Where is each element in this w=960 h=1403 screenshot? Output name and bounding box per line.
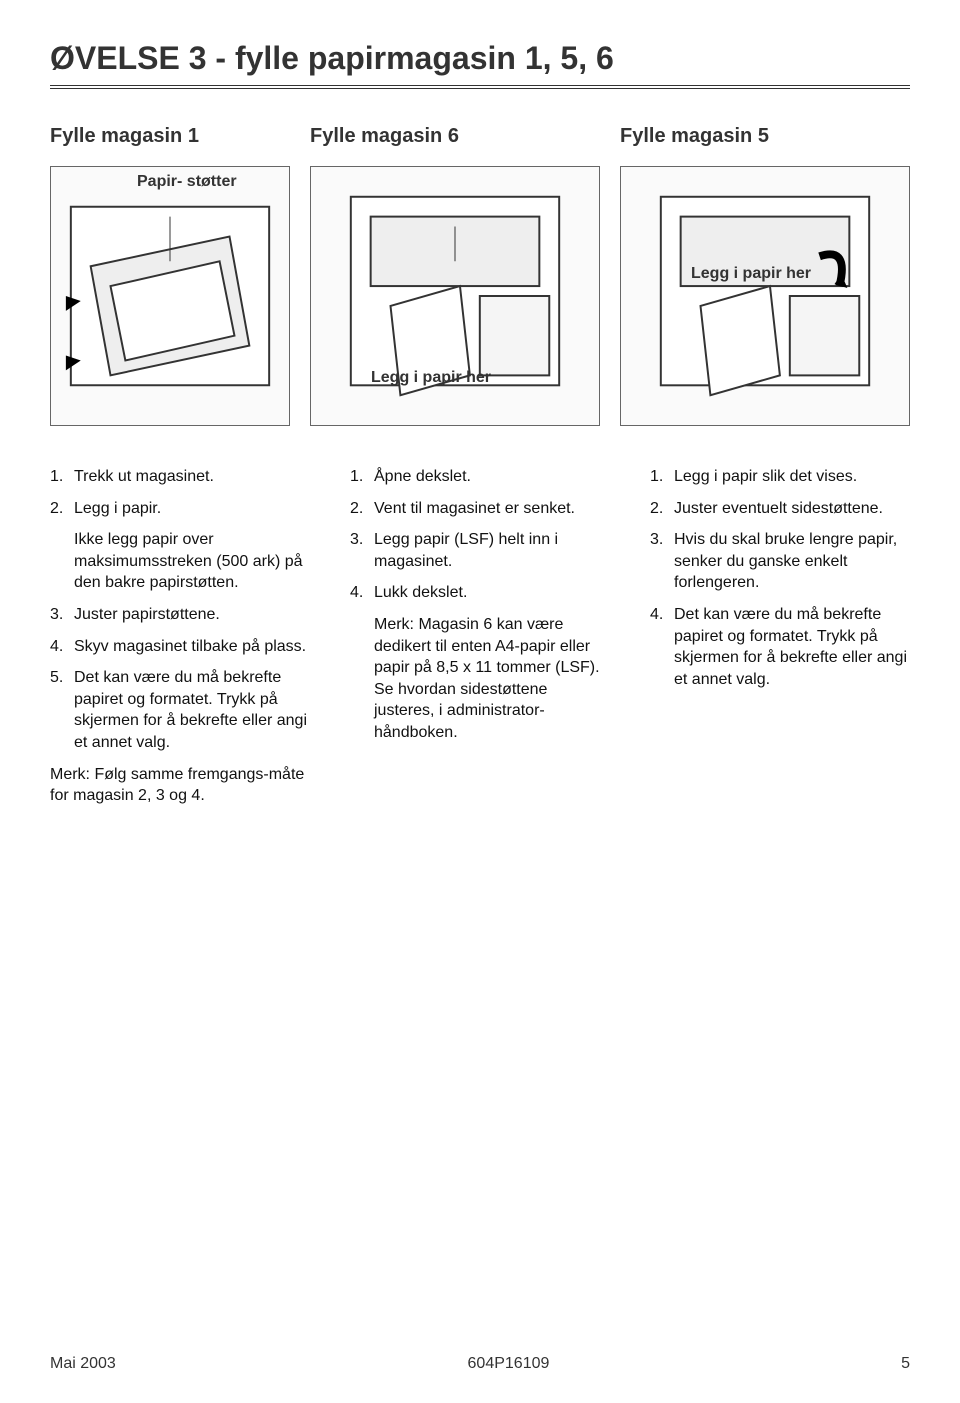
list-item: 2.Legg i papir.	[50, 498, 310, 520]
item-text: Juster eventuelt sidestøttene.	[674, 498, 910, 520]
item-number: 4.	[50, 636, 74, 658]
item-text: Legg i papir slik det vises.	[674, 466, 910, 488]
item-number: 5.	[50, 667, 74, 753]
col3-list: 1.Legg i papir slik det vises. 2.Juster …	[650, 466, 910, 690]
item-number	[50, 529, 74, 594]
diagram-tray1: Fylle magasin 1 Papir- støtter	[50, 125, 290, 426]
diagram-1-label: Fylle magasin 1	[50, 125, 290, 148]
item-number: 1.	[350, 466, 374, 488]
diagram-2-label: Fylle magasin 6	[310, 125, 600, 148]
item-number: 4.	[350, 582, 374, 604]
item-number: 2.	[50, 498, 74, 520]
item-text: Åpne dekslet.	[374, 466, 610, 488]
list-item: 4.Lukk dekslet.	[350, 582, 610, 604]
title-rule	[50, 85, 910, 89]
item-text: Hvis du skal bruke lengre papir, senker …	[674, 529, 910, 594]
callout-paper-guides: Papir- støtter	[137, 173, 237, 191]
footer-date: Mai 2003	[50, 1355, 116, 1373]
diagram-tray6: Fylle magasin 6 Legg i papir her	[310, 125, 600, 426]
item-text: Skyv magasinet tilbake på plass.	[74, 636, 310, 658]
item-number	[350, 614, 374, 744]
page-footer: Mai 2003 604P16109 5	[50, 1355, 910, 1373]
column-2: 1.Åpne dekslet. 2.Vent til magasinet er …	[350, 466, 610, 817]
item-number: 2.	[350, 498, 374, 520]
column-1: 1.Trekk ut magasinet. 2.Legg i papir. Ik…	[50, 466, 310, 817]
footer-docnum: 604P16109	[468, 1355, 550, 1373]
tray-drawer-icon	[51, 167, 289, 425]
callout-insert-paper-5: Legg i papir her	[691, 265, 811, 283]
diagram-3-illustration: Legg i papir her	[620, 166, 910, 426]
list-item: 4.Det kan være du må bekrefte papiret og…	[650, 604, 910, 690]
list-item: 2.Juster eventuelt sidestøttene.	[650, 498, 910, 520]
item-text: Ikke legg papir over maksimumsstreken (5…	[74, 529, 310, 594]
callout-insert-paper-6: Legg i papir her	[371, 369, 491, 387]
col1-note: Merk: Følg samme fremgangs-måte for maga…	[50, 764, 310, 807]
item-text: Juster papirstøttene.	[74, 604, 310, 626]
item-text: Det kan være du må bekrefte papiret og f…	[74, 667, 310, 753]
item-text: Trekk ut magasinet.	[74, 466, 310, 488]
item-number: 1.	[650, 466, 674, 488]
list-item: 2.Vent til magasinet er senket.	[350, 498, 610, 520]
item-number: 3.	[350, 529, 374, 572]
diagrams-row: Fylle magasin 1 Papir- støtter Fylle mag…	[50, 125, 910, 426]
list-item: 1.Trekk ut magasinet.	[50, 466, 310, 488]
printer-bypass-icon	[621, 167, 909, 425]
list-item: 1.Åpne dekslet.	[350, 466, 610, 488]
diagram-1-illustration: Papir- støtter	[50, 166, 290, 426]
item-text: Lukk dekslet.	[374, 582, 610, 604]
item-number: 4.	[650, 604, 674, 690]
list-item: 3.Legg papir (LSF) helt inn i magasinet.	[350, 529, 610, 572]
list-item: 5.Det kan være du må bekrefte papiret og…	[50, 667, 310, 753]
page-title: ØVELSE 3 - fylle papirmagasin 1, 5, 6	[50, 40, 910, 77]
instruction-columns: 1.Trekk ut magasinet. 2.Legg i papir. Ik…	[50, 466, 910, 817]
list-item: Merk: Magasin 6 kan være dedikert til en…	[350, 614, 610, 744]
item-number: 3.	[650, 529, 674, 594]
item-text: Det kan være du må bekrefte papiret og f…	[674, 604, 910, 690]
item-number: 2.	[650, 498, 674, 520]
list-item: 4.Skyv magasinet tilbake på plass.	[50, 636, 310, 658]
footer-pagenum: 5	[901, 1355, 910, 1373]
diagram-tray5: Fylle magasin 5 Legg i papir her	[620, 125, 910, 426]
col2-list: 1.Åpne dekslet. 2.Vent til magasinet er …	[350, 466, 610, 744]
diagram-2-illustration: Legg i papir her	[310, 166, 600, 426]
item-text: Merk: Magasin 6 kan være dedikert til en…	[374, 614, 610, 744]
item-text: Vent til magasinet er senket.	[374, 498, 610, 520]
item-number: 1.	[50, 466, 74, 488]
list-item: 3.Juster papirstøttene.	[50, 604, 310, 626]
column-3: 1.Legg i papir slik det vises. 2.Juster …	[650, 466, 910, 817]
item-number: 3.	[50, 604, 74, 626]
list-item: Ikke legg papir over maksimumsstreken (5…	[50, 529, 310, 594]
col1-list: 1.Trekk ut magasinet. 2.Legg i papir. Ik…	[50, 466, 310, 754]
list-item: 3.Hvis du skal bruke lengre papir, senke…	[650, 529, 910, 594]
item-text: Legg i papir.	[74, 498, 310, 520]
item-text: Legg papir (LSF) helt inn i magasinet.	[374, 529, 610, 572]
diagram-3-label: Fylle magasin 5	[620, 125, 910, 148]
list-item: 1.Legg i papir slik det vises.	[650, 466, 910, 488]
